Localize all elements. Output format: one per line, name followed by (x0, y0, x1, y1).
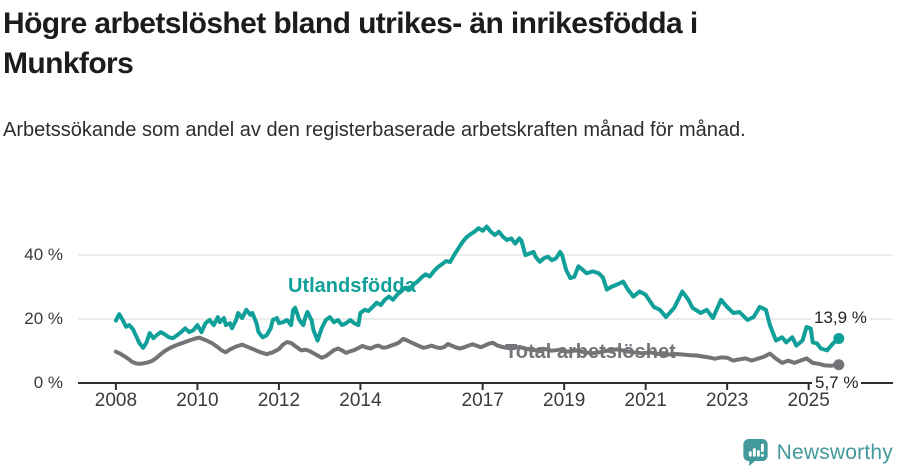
x-tick-label: 2021 (624, 390, 667, 411)
page-title-line-1: Högre arbetslöshet bland utrikes- än inr… (3, 7, 698, 40)
series-end-dot-utlandsfodda (833, 333, 845, 345)
newsworthy-logo-icon (742, 439, 768, 466)
x-tick-label: 2023 (706, 390, 749, 411)
y-tick-label: 20 % (24, 309, 63, 329)
x-tick-label: 2017 (461, 390, 504, 411)
page-title-line-2: Munkfors (3, 47, 134, 80)
y-tick-label: 0 % (33, 373, 63, 392)
series-label-utlandsfodda: Utlandsfödda (288, 275, 416, 297)
end-value-utlandsfodda: 13,9 % (811, 309, 870, 327)
brand-name: Newsworthy (776, 440, 893, 464)
newsworthy-brand-link[interactable]: Newsworthy (742, 438, 893, 467)
x-tick-label: 2014 (339, 390, 382, 411)
end-value-total-arbetsloshet: 5,7 % (812, 374, 862, 392)
x-tick-label: 2025 (787, 390, 830, 411)
series-line-utlandsfodda (113, 224, 841, 353)
series-line-total-arbetsloshet (113, 335, 841, 368)
x-tick-label: 2010 (176, 390, 219, 411)
series-label-total-arbetsloshet: Total arbetslöshet (505, 341, 676, 363)
x-tick-label: 2008 (94, 390, 138, 411)
x-tick-label: 2019 (543, 390, 586, 411)
page-title: Högre arbetslöshet bland utrikes- än inr… (3, 4, 698, 84)
x-tick-label: 2012 (257, 390, 301, 411)
series-end-dot-total-arbetsloshet (833, 359, 845, 371)
chart-subtitle: Arbetssökande som andel av den registerb… (3, 119, 746, 141)
y-tick-label: 40 % (24, 245, 63, 265)
